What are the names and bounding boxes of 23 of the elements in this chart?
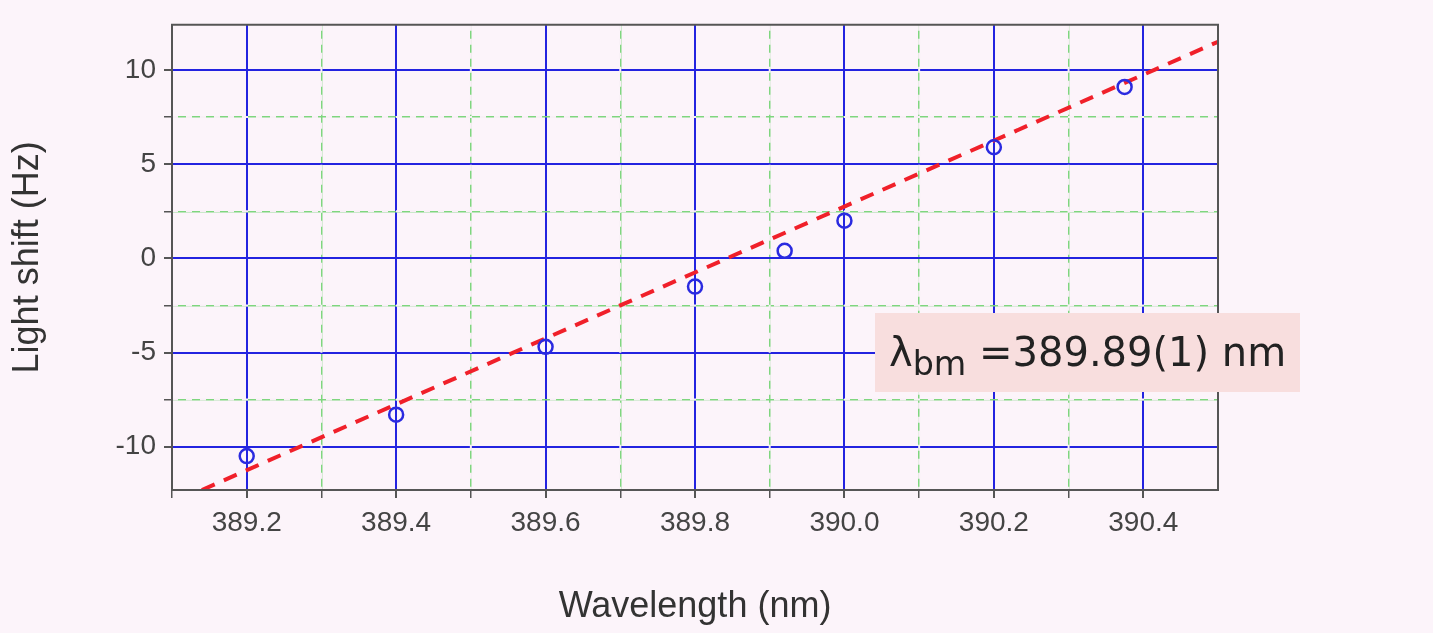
x-tick-label: 389.6 — [510, 505, 581, 537]
point — [387, 406, 405, 423]
x-tick-label: 389.4 — [361, 505, 432, 537]
point — [776, 242, 793, 260]
x-tick-label: 390.0 — [809, 505, 880, 537]
x-axis-title: Wavelength (nm) — [558, 584, 832, 626]
point — [537, 338, 554, 356]
point — [238, 447, 255, 465]
y-tick-label: -10 — [115, 429, 156, 461]
annotation: λ$_{bm}$ =389.89(1) nm — [875, 313, 1301, 392]
x-tick-label: 389.2 — [211, 505, 282, 537]
y-tick-label: 5 — [140, 146, 156, 178]
y-axis-title: Light shift (Hz) — [4, 141, 46, 374]
y-tick-label: 10 — [124, 52, 156, 84]
x-tick-label: 389.8 — [659, 505, 731, 537]
x-tick-label: 390.2 — [958, 505, 1029, 537]
y-tick-label: 0 — [140, 241, 156, 273]
point — [985, 138, 1003, 156]
point — [686, 278, 704, 295]
y-tick-label: -5 — [131, 335, 156, 367]
point — [1116, 78, 1133, 96]
x-tick-label: 390.4 — [1108, 505, 1179, 537]
point — [836, 212, 853, 229]
